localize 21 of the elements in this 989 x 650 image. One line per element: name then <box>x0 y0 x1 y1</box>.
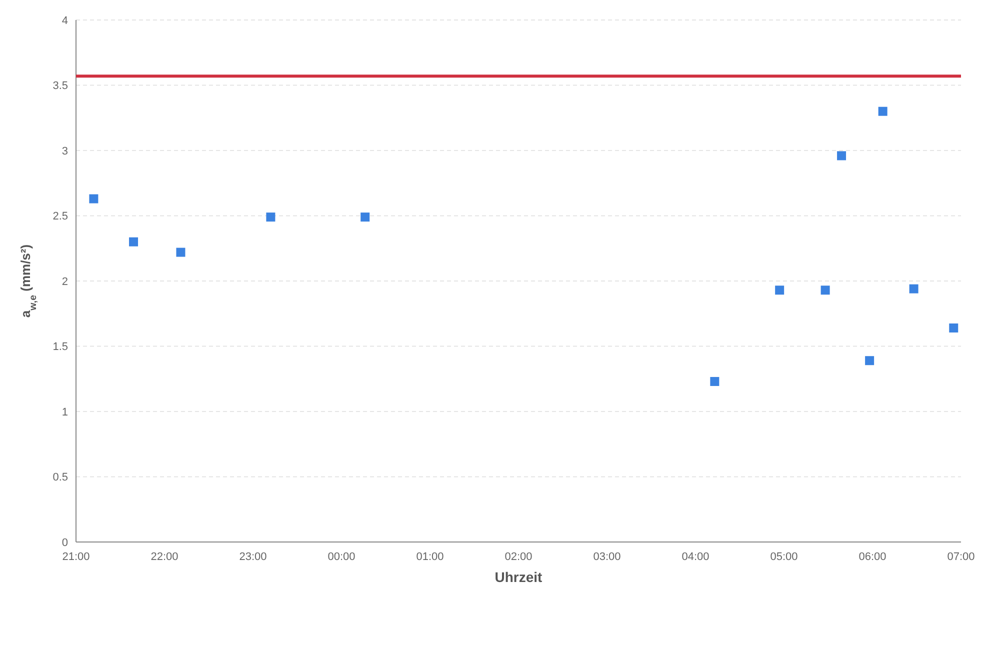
y-tick-label: 4 <box>62 14 68 27</box>
x-tick-label: 03:00 <box>593 551 621 563</box>
x-tick-label: 01:00 <box>416 551 444 563</box>
y-tick-label: 0 <box>62 536 68 549</box>
x-tick-label: 02:00 <box>504 551 532 563</box>
x-tick-label: 21:00 <box>62 551 90 563</box>
y-tick-label: 3.5 <box>52 80 68 92</box>
x-tick-label: 23:00 <box>239 551 267 563</box>
x-tick-label: 07:00 <box>947 551 975 563</box>
x-tick-label: 05:00 <box>770 551 798 563</box>
y-tick-label: 0.5 <box>52 472 68 484</box>
x-tick-label: 00:00 <box>328 551 356 563</box>
y-tick-label: 3 <box>62 145 68 158</box>
x-tick-label: 06:00 <box>858 551 886 563</box>
x-axis-title: Uhrzeit <box>494 569 543 585</box>
y-tick-label: 2.5 <box>52 210 68 223</box>
x-tick-label: 22:00 <box>150 551 178 563</box>
y-tick-label: 2 <box>62 276 68 288</box>
x-tick-label: 04:00 <box>682 551 710 563</box>
y-tick-label: 1 <box>62 406 68 418</box>
y-tick-label: 1.5 <box>52 341 68 354</box>
